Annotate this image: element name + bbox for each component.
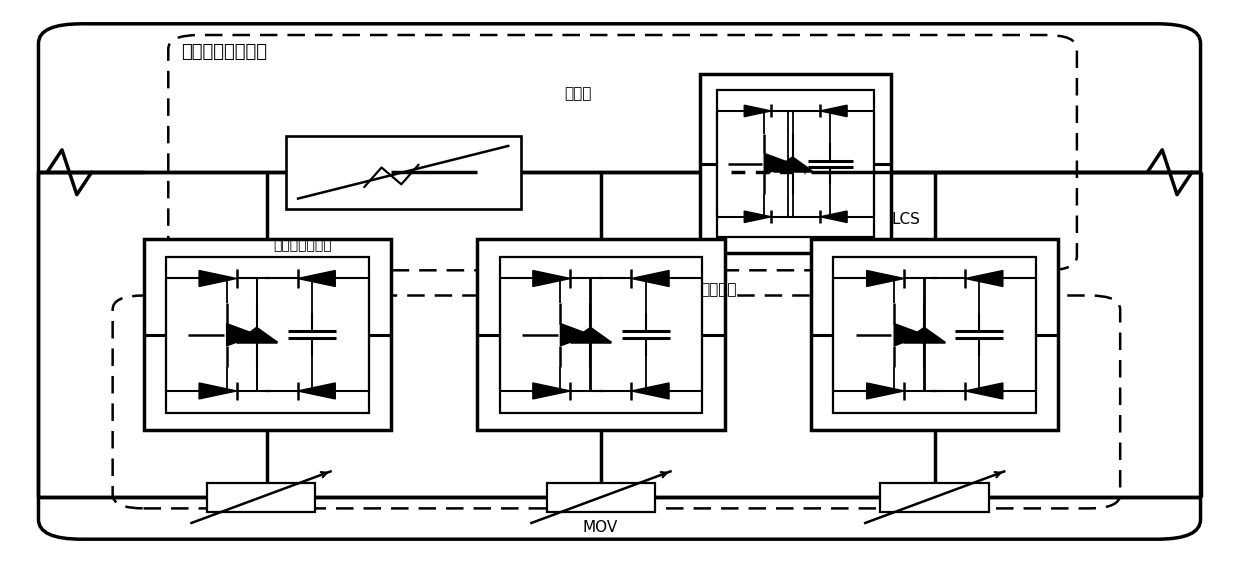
Polygon shape	[866, 270, 904, 287]
Bar	[286, 136, 520, 209]
Polygon shape	[533, 383, 570, 399]
Text: 主支路: 主支路	[564, 86, 591, 101]
Polygon shape	[199, 270, 237, 287]
Text: 超高速机械开关: 超高速机械开关	[274, 238, 332, 252]
Polygon shape	[560, 324, 591, 346]
Bar	[881, 482, 989, 512]
Bar	[499, 257, 703, 413]
Polygon shape	[745, 105, 771, 117]
Bar	[717, 90, 875, 238]
Polygon shape	[199, 383, 237, 399]
Polygon shape	[773, 157, 812, 171]
Polygon shape	[745, 211, 771, 222]
Bar	[144, 239, 390, 430]
FancyBboxPatch shape	[113, 296, 1120, 508]
Polygon shape	[820, 105, 847, 117]
Polygon shape	[297, 270, 336, 287]
Bar	[834, 257, 1036, 413]
Polygon shape	[764, 153, 793, 175]
Text: LCS: LCS	[892, 212, 921, 227]
Bar	[546, 482, 655, 512]
FancyBboxPatch shape	[38, 24, 1201, 539]
Bar	[166, 257, 368, 413]
Polygon shape	[965, 270, 1002, 287]
Text: 转移支路: 转移支路	[700, 283, 736, 297]
Polygon shape	[297, 383, 336, 399]
Polygon shape	[570, 327, 611, 342]
Bar	[812, 239, 1058, 430]
Polygon shape	[820, 211, 847, 222]
Polygon shape	[235, 327, 278, 342]
Polygon shape	[866, 383, 904, 399]
Polygon shape	[895, 324, 924, 346]
Polygon shape	[533, 270, 570, 287]
Polygon shape	[632, 383, 669, 399]
Polygon shape	[632, 270, 669, 287]
FancyBboxPatch shape	[169, 35, 1077, 270]
Text: MOV: MOV	[582, 521, 618, 535]
Bar	[477, 239, 725, 430]
Polygon shape	[965, 383, 1002, 399]
Polygon shape	[903, 327, 945, 342]
Bar	[207, 482, 316, 512]
Text: 混合式直流断路器: 混合式直流断路器	[181, 43, 266, 61]
Bar	[700, 74, 892, 253]
Polygon shape	[227, 324, 256, 346]
